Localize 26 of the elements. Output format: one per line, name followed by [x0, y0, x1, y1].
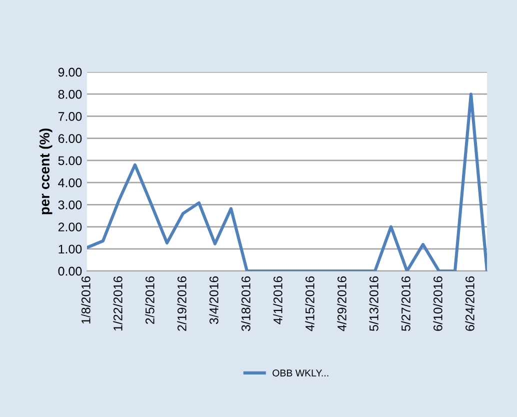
- y-tick-label: 8.00: [58, 90, 82, 99]
- x-tick-label: 5/27/2016: [401, 276, 410, 331]
- x-tick-label: 3/18/2016: [241, 276, 250, 331]
- y-tick-label: 7.00: [58, 112, 82, 121]
- x-tick-label: 6/24/2016: [465, 276, 474, 331]
- x-tick-label: 6/10/2016: [433, 276, 442, 331]
- x-tick-label: 3/4/2016: [209, 276, 218, 324]
- x-tick-label: 1/8/2016: [81, 276, 90, 324]
- y-tick-label: 9.00: [58, 68, 82, 77]
- x-tick-label: 4/29/2016: [337, 276, 346, 332]
- x-tick-label: 4/1/2016: [273, 276, 282, 324]
- legend-label: OBB WKLY...: [272, 370, 328, 376]
- x-tick-label: 2/5/2016: [145, 276, 154, 324]
- x-tick-label: 1/22/2016: [113, 276, 122, 331]
- x-tick-label: 5/13/2016: [369, 276, 378, 331]
- y-tick-label: 1.00: [58, 244, 82, 254]
- y-tick-label: 2.00: [58, 222, 82, 232]
- y-tick-label: 6.00: [58, 134, 82, 143]
- y-tick-label: 3.00: [58, 200, 82, 210]
- y-tick-label: 4.00: [58, 178, 82, 188]
- y-tick-label: 0.00: [58, 266, 82, 276]
- x-tick-label: 4/15/2016: [305, 276, 314, 332]
- y-axis-title: per ccent (%): [39, 128, 52, 214]
- line-series: [87, 92, 487, 271]
- x-tick-label: 2/19/2016: [177, 276, 186, 331]
- y-tick-label: 5.00: [58, 156, 82, 166]
